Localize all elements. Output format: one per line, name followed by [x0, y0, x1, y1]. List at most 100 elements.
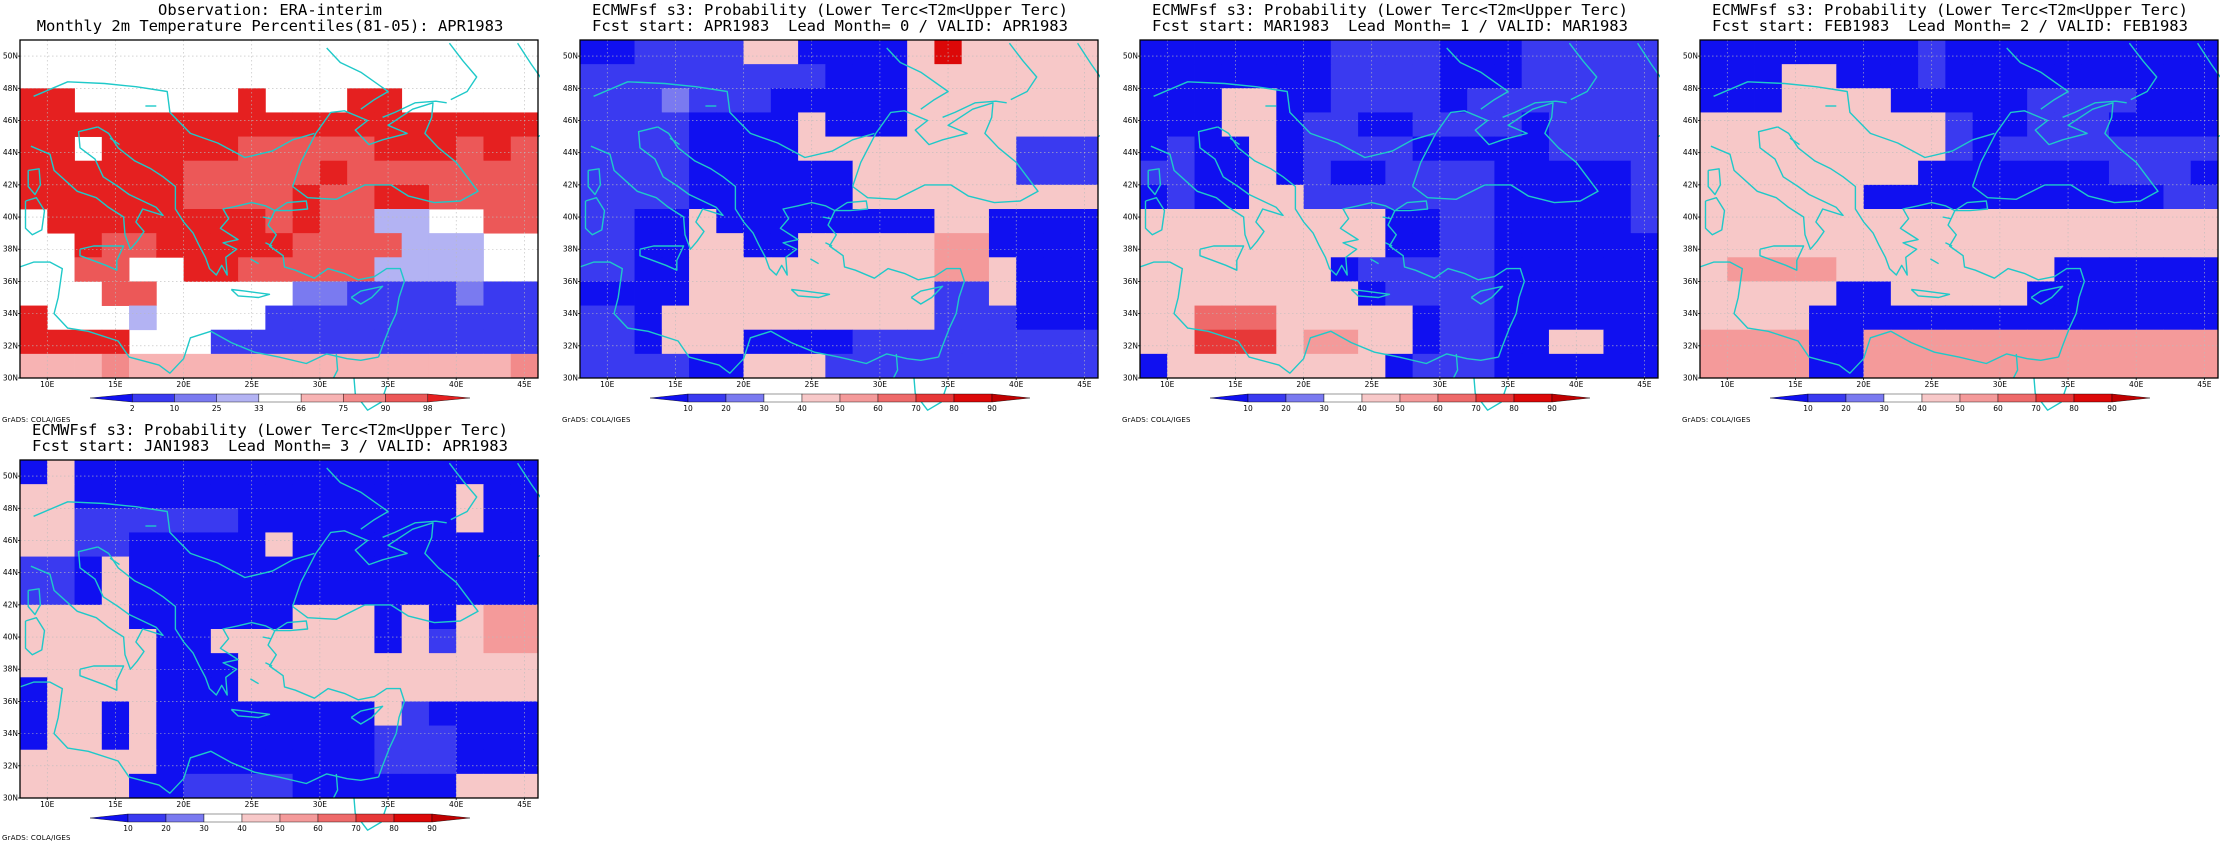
map-cell — [129, 112, 157, 137]
lon-tick-label: 30E — [313, 380, 328, 389]
map-cell — [743, 281, 772, 306]
map-cell — [1863, 40, 1892, 65]
colorbar-label: 70 — [351, 824, 361, 833]
map-cell — [483, 653, 512, 678]
colorbar-label: 30 — [1879, 404, 1889, 413]
colorbar: 2 10 25 33 66 75 90 98 — [89, 393, 471, 413]
map-cell — [743, 209, 772, 234]
map-cell — [347, 112, 375, 137]
coastline — [274, 200, 309, 212]
map-cell — [47, 749, 75, 775]
map-cell — [1999, 305, 2028, 331]
map-cell — [183, 701, 212, 726]
map-cell — [2027, 281, 2055, 306]
map-cell — [1439, 329, 1468, 355]
map-cell — [428, 725, 457, 751]
map-cell — [74, 629, 103, 654]
map-cell — [580, 329, 608, 355]
colorbar-swatch — [1513, 393, 1553, 403]
coastline — [834, 200, 869, 212]
map-cell — [716, 160, 744, 186]
map-cell — [634, 64, 663, 89]
coastline — [1910, 288, 1951, 299]
map-cell — [401, 281, 430, 306]
colorbar-label: 20 — [161, 824, 171, 833]
colorbar-label: 20 — [721, 404, 731, 413]
map-cell — [825, 329, 854, 355]
coastline — [79, 245, 125, 271]
map-cell — [1548, 281, 1577, 306]
map-cell — [47, 88, 75, 113]
map-cell — [2027, 353, 2055, 379]
coastline — [657, 126, 836, 276]
map-cell — [20, 532, 48, 557]
map-cell — [1890, 64, 1919, 89]
colorbar-label: 2 — [130, 404, 135, 413]
map-cell — [347, 749, 375, 775]
map-cell — [319, 604, 348, 630]
coastline — [886, 47, 949, 110]
map-cell — [988, 184, 1017, 210]
map-cell — [401, 725, 430, 751]
map-cell — [1249, 112, 1277, 137]
lat-tick-label: 50N — [1683, 52, 1698, 61]
map-cell — [1467, 281, 1495, 306]
coastline — [33, 81, 315, 159]
map-cell — [689, 305, 717, 331]
map-cell — [798, 305, 826, 331]
map-cell — [401, 580, 430, 606]
map-cell — [2027, 160, 2055, 186]
map-cell — [456, 677, 484, 702]
map-cell — [580, 136, 608, 162]
map-cell — [1727, 281, 1755, 306]
map-cell — [2081, 184, 2110, 210]
coastline — [579, 261, 939, 374]
coastline — [33, 501, 315, 579]
map-cell — [156, 184, 184, 210]
panel-title-line2: Fcst start: FEB1983 Lead Month= 2 / VALI… — [1712, 17, 2188, 35]
map-cell — [265, 701, 294, 726]
map-cell — [156, 160, 184, 186]
map-cell — [1890, 281, 1919, 306]
map-cell — [20, 773, 48, 799]
map-cell — [2136, 88, 2164, 113]
map-cell — [580, 40, 608, 65]
map-cell — [183, 749, 212, 775]
map-cell — [1385, 88, 1414, 113]
map-cell — [1167, 281, 1195, 306]
map-cell — [1043, 209, 1072, 234]
map-cell — [2027, 112, 2055, 137]
grads-credit: GrADS: COLA/IGES — [1122, 416, 1191, 424]
coastline — [332, 353, 339, 379]
map-cell — [2136, 184, 2164, 210]
map-cell — [238, 353, 266, 379]
map-cell — [510, 725, 539, 751]
map-cell — [1836, 257, 1864, 282]
coastline — [265, 242, 273, 247]
map-cell — [1167, 329, 1195, 355]
map-cell — [156, 653, 184, 678]
map-cell — [319, 556, 348, 582]
lon-tick-label: 20E — [176, 380, 191, 389]
map-cell — [1249, 305, 1277, 331]
lat-tick-label: 36N — [3, 277, 18, 286]
coastline — [382, 520, 447, 538]
map-cell — [961, 281, 990, 306]
map-cell — [2081, 209, 2110, 234]
colorbar-label: 80 — [949, 404, 959, 413]
lon-tick-label: 45E — [1637, 380, 1652, 389]
map-cell — [1303, 184, 1332, 210]
map-cell — [1043, 329, 1072, 355]
map-cell — [347, 725, 375, 751]
map-cell — [580, 233, 608, 258]
map-cell — [2163, 112, 2192, 137]
map-cell — [1439, 136, 1468, 162]
map-cell — [1043, 160, 1072, 186]
lon-tick-label: 10E — [40, 800, 55, 809]
map-cell — [1727, 40, 1755, 65]
map-cell — [988, 257, 1017, 282]
map-cell — [483, 725, 512, 751]
map-cell — [2163, 160, 2192, 186]
lat-tick-label: 46N — [1123, 116, 1138, 125]
map-cell — [689, 40, 717, 65]
